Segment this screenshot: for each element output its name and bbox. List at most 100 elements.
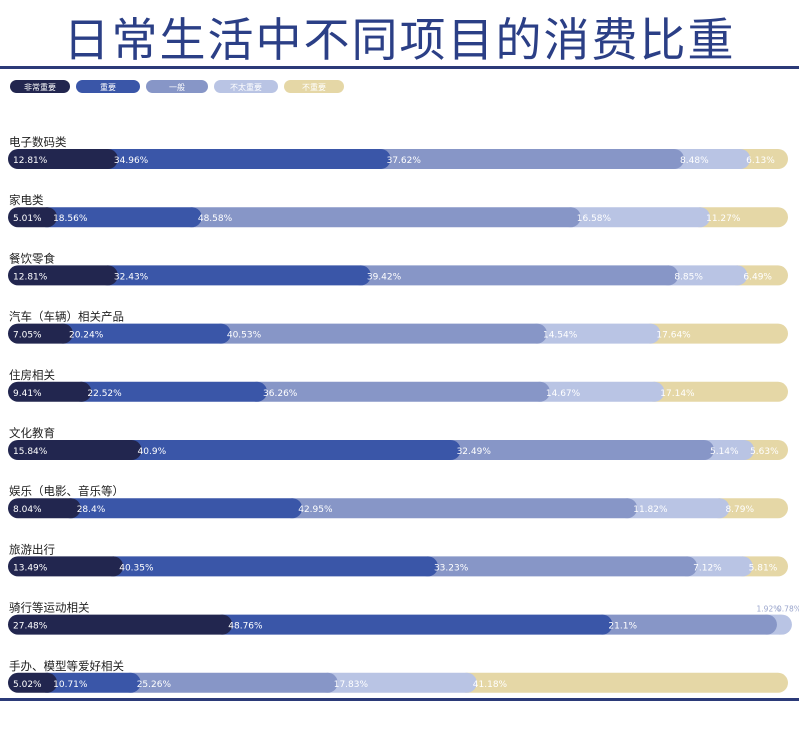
legend-swatch-4	[214, 80, 278, 93]
category-label-3: 餐饮零食	[9, 251, 55, 265]
bar-segment-r10-s1	[8, 672, 58, 693]
category-label-6: 文化教育	[9, 426, 55, 440]
value-label-r4-s5: 17.64%	[656, 331, 691, 341]
category-label-7: 娱乐（电影、音乐等）	[9, 484, 124, 498]
legend-swatch-2	[76, 80, 140, 93]
value-label-r9-s4: 1.92%	[757, 605, 781, 614]
value-label-r6-s2: 40.9%	[138, 447, 167, 457]
value-label-r7-s1: 8.04%	[13, 505, 42, 515]
value-label-r2-s5: 11.27%	[706, 214, 741, 224]
bar-segment-r10-s5	[456, 672, 788, 693]
bar-segment-r9-s2	[212, 614, 613, 635]
value-label-r8-s4: 7.12%	[693, 563, 722, 573]
value-label-r1-s1: 12.81%	[13, 156, 48, 166]
value-label-r8-s2: 40.35%	[119, 563, 154, 573]
bar-segment-r7-s3	[282, 498, 638, 519]
bar-segment-r3-s3	[350, 265, 679, 286]
value-label-r2-s1: 5.01%	[13, 214, 42, 224]
bar-segment-r1-s3	[370, 149, 685, 169]
value-label-r4-s2: 20.24%	[69, 331, 104, 341]
bar-segment-r8-s1	[8, 556, 124, 577]
value-label-r7-s3: 42.95%	[298, 505, 333, 515]
bar-segment-r5-s2	[71, 381, 268, 402]
bar-segment-r10-s2	[37, 672, 141, 693]
bar-segment-r8-s4	[677, 556, 753, 577]
value-label-r6-s3: 32.49%	[457, 447, 492, 457]
value-label-r5-s1: 9.41%	[13, 389, 42, 399]
bar-segment-r2-s4	[560, 207, 711, 228]
category-label-5: 住房相关	[9, 368, 55, 382]
value-label-r1-s3: 37.62%	[387, 156, 422, 166]
legend-label-3: 一般	[169, 82, 185, 92]
value-label-r4-s3: 40.53%	[227, 331, 262, 341]
bar-segment-r6-s3	[440, 440, 714, 460]
bar-segment-r10-s4	[317, 672, 477, 693]
value-label-r9-s1: 27.48%	[13, 622, 48, 632]
bar-segment-r7-s4	[617, 498, 730, 519]
category-label-9: 骑行等运动相关	[9, 601, 90, 615]
bottom-divider	[0, 698, 799, 701]
bar-segment-r6-s1	[8, 440, 142, 460]
value-label-r3-s2: 32.43%	[114, 272, 149, 282]
value-label-r5-s3: 36.26%	[263, 389, 298, 399]
bar-segment-r4-s1	[8, 323, 73, 344]
value-label-r6-s4: 5.14%	[710, 447, 739, 457]
bar-segment-r9-s1	[8, 614, 233, 635]
bar-segment-r7-s5	[709, 498, 788, 519]
value-label-r3-s1: 12.81%	[13, 272, 48, 282]
bar-segment-r4-s4	[526, 323, 661, 344]
value-label-r3-s4: 8.85%	[674, 272, 703, 282]
value-label-r4-s4: 14.54%	[543, 331, 578, 341]
bar-segment-r9-s3	[592, 614, 777, 635]
value-label-r9-s2: 48.76%	[228, 622, 263, 632]
bar-segment-r3-s2	[97, 265, 371, 286]
value-label-r2-s4: 16.58%	[577, 214, 612, 224]
value-label-r10-s5: 41.18%	[473, 680, 508, 690]
value-label-r1-s4: 8.48%	[680, 156, 709, 166]
bar-segment-r5-s3	[247, 381, 550, 402]
bar-segment-r7-s2	[60, 498, 303, 519]
value-label-r4-s1: 7.05%	[13, 331, 42, 341]
legend-label-5: 不重要	[302, 82, 326, 92]
category-label-10: 手办、模型等爱好相关	[9, 659, 124, 673]
legend-label-4: 不太重要	[230, 82, 262, 92]
title-divider	[0, 66, 799, 69]
category-label-8: 旅游出行	[9, 542, 55, 556]
value-label-r6-s5: 5.63%	[750, 447, 779, 457]
value-label-r9-s3: 21.1%	[608, 622, 637, 632]
bar-segment-r6-s2	[121, 440, 461, 460]
bar-segment-r4-s5	[640, 323, 788, 344]
legend-label-1: 非常重要	[24, 82, 56, 92]
category-label-1: 电子数码类	[9, 135, 67, 149]
bar-segment-r2-s2	[37, 207, 202, 228]
value-label-r1-s5: 6.13%	[746, 156, 775, 166]
bar-segment-r4-s3	[210, 323, 547, 344]
value-label-r5-s2: 22.52%	[87, 389, 122, 399]
category-label-2: 家电类	[9, 193, 44, 207]
value-label-r8-s1: 13.49%	[13, 563, 48, 573]
value-label-r10-s2: 10.71%	[53, 680, 88, 690]
bar-segment-r1-s1	[8, 149, 118, 169]
bar-segment-r4-s2	[52, 323, 231, 344]
bar-segment-r3-s1	[8, 265, 118, 286]
value-label-r3-s5: 6.49%	[743, 272, 772, 282]
value-label-r8-s3: 33.23%	[434, 563, 469, 573]
value-label-r2-s3: 48.58%	[198, 214, 233, 224]
bar-segment-r5-s5	[644, 381, 788, 402]
page-title: 日常生活中不同项目的消费比重	[63, 13, 736, 67]
bar-segment-r1-s2	[97, 149, 391, 169]
bar-segment-r10-s3	[120, 672, 338, 693]
legend-swatch-3	[146, 80, 208, 93]
bar-segment-r7-s1	[8, 498, 81, 519]
value-label-r2-s2: 18.56%	[53, 214, 88, 224]
bar-segment-r5-s4	[529, 381, 665, 402]
bar-segment-r5-s1	[8, 381, 92, 402]
bar-segment-r2-s1	[8, 207, 58, 228]
bar-segment-r2-s3	[181, 207, 581, 228]
bar-segment-r8-s2	[103, 556, 438, 577]
value-label-r8-s5: 5.81%	[749, 563, 778, 573]
value-label-r7-s5: 8.79%	[725, 505, 754, 515]
bar-segment-r2-s5	[690, 207, 788, 228]
value-label-r7-s4: 11.82%	[633, 505, 668, 515]
